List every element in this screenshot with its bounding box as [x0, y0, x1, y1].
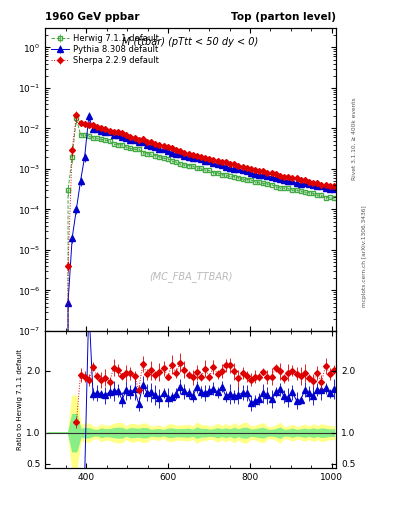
Text: 1960 GeV ppbar: 1960 GeV ppbar: [45, 11, 140, 22]
Legend: Herwig 7.1.1 default, Pythia 8.308 default, Sherpa 2.2.9 default: Herwig 7.1.1 default, Pythia 8.308 defau…: [48, 31, 162, 69]
Y-axis label: Ratio to Herwig 7.1.1 default: Ratio to Herwig 7.1.1 default: [17, 349, 23, 450]
Text: Rivet 3.1.10, ≥ 400k events: Rivet 3.1.10, ≥ 400k events: [352, 97, 357, 180]
Text: Top (parton level): Top (parton level): [231, 11, 336, 22]
Text: mcplots.cern.ch [arXiv:1306.3436]: mcplots.cern.ch [arXiv:1306.3436]: [362, 205, 367, 307]
Text: M (ttbar) (pTtt < 50 dy < 0): M (ttbar) (pTtt < 50 dy < 0): [123, 37, 259, 47]
Text: (MC_FBA_TTBAR): (MC_FBA_TTBAR): [149, 271, 232, 282]
